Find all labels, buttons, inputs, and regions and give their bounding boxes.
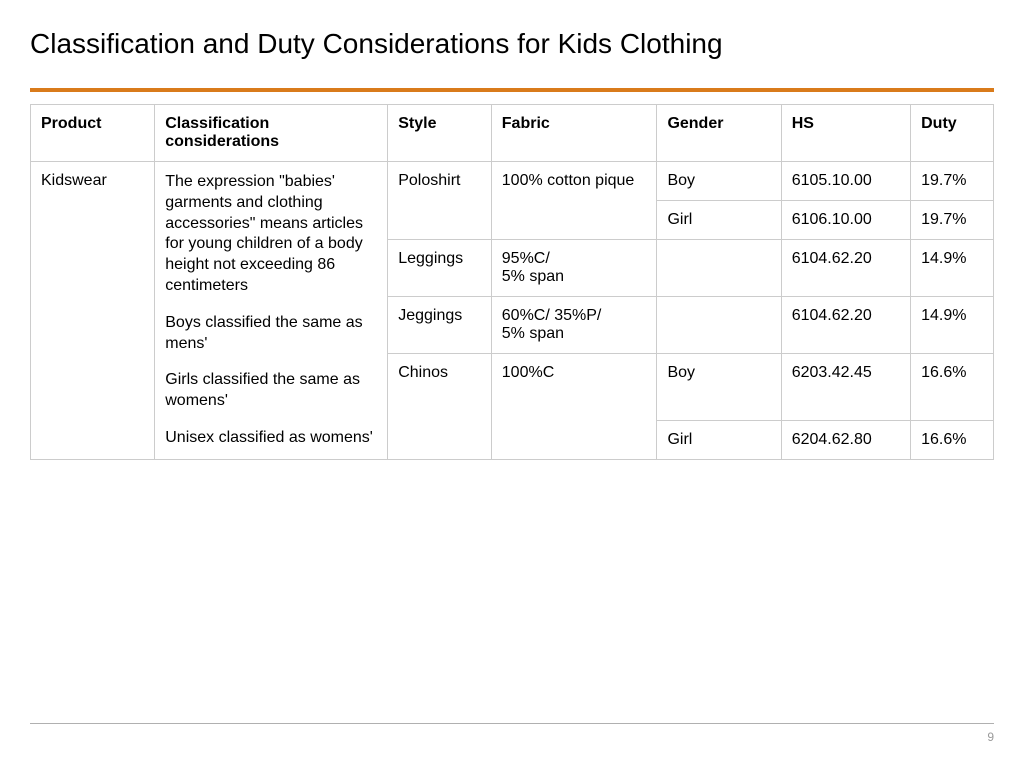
cell-gender — [657, 240, 781, 297]
col-header-gender: Gender — [657, 105, 781, 162]
cell-hs: 6104.62.20 — [781, 240, 910, 297]
footer-rule — [30, 723, 994, 724]
classification-table: Product Classification considerations St… — [30, 104, 994, 460]
cell-gender: Girl — [657, 420, 781, 459]
cell-duty: 19.7% — [911, 201, 994, 240]
col-header-product: Product — [31, 105, 155, 162]
cell-fabric: 95%C/5% span — [491, 240, 657, 297]
cell-fabric: 100%C — [491, 354, 657, 460]
col-header-style: Style — [388, 105, 492, 162]
cell-gender: Boy — [657, 162, 781, 201]
cell-style: Jeggings — [388, 297, 492, 354]
cell-fabric: 100% cotton pique — [491, 162, 657, 240]
cell-hs: 6105.10.00 — [781, 162, 910, 201]
cell-hs: 6203.42.45 — [781, 354, 910, 421]
table-header-row: Product Classification considerations St… — [31, 105, 994, 162]
cell-considerations: The expression "babies' garments and clo… — [155, 162, 388, 460]
page-title: Classification and Duty Considerations f… — [30, 28, 994, 60]
cell-duty: 14.9% — [911, 297, 994, 354]
cell-style: Chinos — [388, 354, 492, 460]
cell-duty: 16.6% — [911, 420, 994, 459]
cell-duty: 16.6% — [911, 354, 994, 421]
cell-gender: Girl — [657, 201, 781, 240]
page-number: 9 — [30, 730, 994, 744]
cell-style: Leggings — [388, 240, 492, 297]
cell-gender: Boy — [657, 354, 781, 421]
cell-gender — [657, 297, 781, 354]
cell-duty: 19.7% — [911, 162, 994, 201]
cell-style: Poloshirt — [388, 162, 492, 240]
accent-rule — [30, 88, 994, 92]
table-row: Kidswear The expression "babies' garment… — [31, 162, 994, 201]
cell-duty: 14.9% — [911, 240, 994, 297]
cell-hs: 6106.10.00 — [781, 201, 910, 240]
consideration-paragraph: Boys classified the same as mens' — [165, 313, 377, 355]
cell-hs: 6104.62.20 — [781, 297, 910, 354]
slide-footer: 9 — [30, 723, 994, 744]
slide-container: Classification and Duty Considerations f… — [0, 0, 1024, 460]
consideration-paragraph: The expression "babies' garments and clo… — [165, 172, 377, 297]
cell-hs: 6204.62.80 — [781, 420, 910, 459]
cell-fabric: 60%C/ 35%P/5% span — [491, 297, 657, 354]
col-header-hs: HS — [781, 105, 910, 162]
consideration-paragraph: Unisex classified as womens' — [165, 428, 377, 449]
col-header-considerations: Classification considerations — [155, 105, 388, 162]
consideration-paragraph: Girls classified the same as womens' — [165, 370, 377, 412]
col-header-fabric: Fabric — [491, 105, 657, 162]
cell-product: Kidswear — [31, 162, 155, 460]
col-header-duty: Duty — [911, 105, 994, 162]
